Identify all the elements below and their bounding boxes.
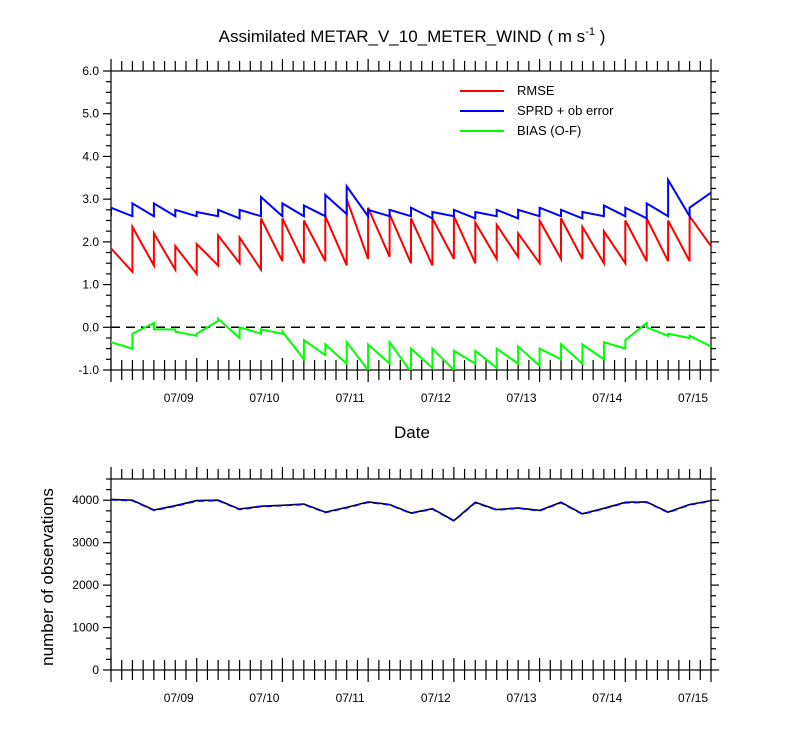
plot-frame (110, 478, 712, 671)
legend-label: SPRD + ob error (517, 103, 614, 118)
y-tick-label: 1000 (72, 621, 99, 635)
y-tick-label: 2.0 (82, 235, 99, 249)
series-line-rmse (111, 198, 711, 277)
chart-title-main: Assimilated METAR_V_10_METER_WIND (219, 27, 542, 46)
y-tick-label: 3000 (72, 536, 99, 550)
y-tick-label: 0.0 (82, 320, 99, 334)
legend-label: BIAS (O-F) (517, 123, 581, 138)
y-tick-label: 4000 (72, 493, 99, 507)
x-tick-label: 07/13 (507, 391, 537, 405)
x-tick-label: 07/15 (678, 691, 708, 705)
x-tick-label: 07/11 (336, 691, 365, 705)
legend-label: RMSE (517, 83, 555, 98)
y-tick-label: -1.0 (78, 363, 99, 377)
y-tick-label: 5.0 (82, 107, 99, 121)
y-tick-label: 3.0 (82, 192, 99, 206)
x-tick-label: 07/12 (421, 691, 451, 705)
y-tick-label: 2000 (72, 578, 99, 592)
x-tick-label: 07/12 (421, 391, 451, 405)
chart-title-units-exponent: -1 (585, 26, 595, 38)
x-tick-label: 07/15 (678, 391, 708, 405)
series-line-sprd-ob-error (111, 176, 711, 221)
y-tick-label: 1.0 (82, 278, 99, 292)
x-tick-label: 07/14 (592, 691, 622, 705)
x-tick-label: 07/11 (336, 391, 365, 405)
series-line-assimilated (111, 499, 711, 522)
chart-title-units-close: ) (595, 27, 605, 46)
x-tick-label: 07/09 (164, 691, 194, 705)
x-tick-label: 07/13 (507, 691, 537, 705)
chart-title: Assimilated METAR_V_10_METER_WIND ( m s-1… (219, 26, 606, 46)
y-tick-label: 6.0 (82, 64, 99, 78)
chart-title-units: ( m s (547, 27, 585, 46)
y-tick-label: 0 (92, 663, 99, 677)
series-line-bias-o-f (111, 316, 711, 370)
observations-chart: 07/09 07/10 07/11 07/12 07/13 07/14 07/15 0 1000… (72, 467, 719, 705)
y-tick-label: 4.0 (82, 149, 99, 163)
x-tick-label: 07/09 (164, 391, 194, 405)
metrics-chart: 07/09 07/10 07/11 07/12 07/13 07/14 07/15 -1.0 0… (78, 59, 719, 405)
series-line-possible (111, 498, 711, 522)
x-tick-label: 07/10 (249, 391, 279, 405)
x-tick-label: 07/10 (249, 691, 279, 705)
x-tick-label: 07/14 (592, 391, 622, 405)
x-axis-title: Date (394, 423, 430, 442)
y-axis-title-observations: number of observations (38, 488, 57, 666)
